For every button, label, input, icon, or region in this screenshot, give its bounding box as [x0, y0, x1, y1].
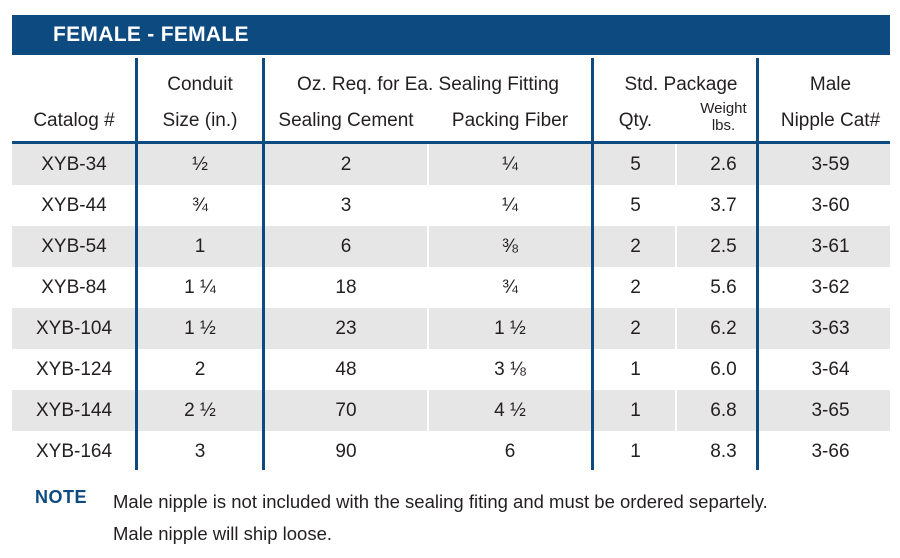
table-row: XYB-34 ½ 2 ¼ 5 2.6 3-59	[12, 144, 890, 185]
note-line-1: Male nipple is not included with the sea…	[113, 491, 768, 512]
header-std-package: Std. Package	[624, 74, 738, 95]
table-header: Catalog # Conduit Size (in.) Oz. Req. fo…	[12, 58, 890, 140]
cell-packing-fiber: ¼	[502, 195, 518, 216]
header-sealing-cement: Sealing Cement	[278, 110, 414, 131]
cell-catalog: XYB-84	[41, 277, 107, 298]
table-row: XYB-144 2 ½ 70 4 ½ 1 6.8 3-65	[12, 390, 890, 431]
column-divider	[262, 58, 265, 470]
cell-catalog: XYB-124	[35, 359, 113, 380]
cell-qty: 2	[630, 277, 641, 298]
cell-weight: 8.3	[710, 441, 737, 462]
subcolumn-divider	[427, 144, 429, 472]
table-row: XYB-44 ¾ 3 ¼ 5 3.7 3-60	[12, 185, 890, 226]
cell-qty: 5	[630, 154, 641, 175]
table-row: XYB-164 3 90 6 1 8.3 3-66	[12, 431, 890, 472]
cell-packing-fiber: 4 ½	[494, 400, 526, 421]
note-line-2: Male nipple will ship loose.	[113, 523, 333, 544]
cell-male-nipple: 3-61	[811, 236, 850, 257]
header-divider	[12, 141, 890, 144]
cell-male-nipple: 3-60	[811, 195, 850, 216]
cell-conduit-size: ½	[192, 154, 208, 175]
cell-conduit-size: 2	[194, 359, 206, 380]
cell-weight: 6.0	[710, 359, 737, 380]
cell-conduit-size: 1 ¼	[184, 277, 216, 298]
cell-packing-fiber: 1 ½	[494, 318, 526, 339]
header-oz-group: Oz. Req. for Ea. Sealing Fitting	[297, 74, 559, 95]
column-divider	[591, 58, 594, 470]
section-title: FEMALE - FEMALE	[53, 23, 249, 46]
cell-packing-fiber: ¾	[502, 277, 518, 298]
cell-catalog: XYB-104	[35, 318, 113, 339]
cell-male-nipple: 3-64	[811, 359, 850, 380]
cell-sealing-cement: 90	[335, 441, 357, 462]
cell-conduit-size: 1	[194, 236, 206, 257]
cell-male-nipple: 3-62	[811, 277, 850, 298]
header-male-line1: Male	[809, 74, 852, 95]
cell-qty: 5	[630, 195, 641, 216]
cell-qty: 2	[630, 318, 641, 339]
table-row: XYB-104 1 ½ 23 1 ½ 2 6.2 3-63	[12, 308, 890, 349]
header-male-line2: Nipple Cat#	[780, 110, 881, 131]
column-divider	[135, 58, 138, 470]
cell-catalog: XYB-54	[41, 236, 107, 257]
cell-catalog: XYB-144	[35, 400, 113, 421]
cell-qty: 1	[630, 441, 641, 462]
cell-sealing-cement: 2	[340, 154, 352, 175]
cell-packing-fiber: 3 ⅛	[494, 359, 526, 380]
cell-conduit-size: 3	[194, 441, 206, 462]
cell-weight: 2.6	[710, 154, 737, 175]
header-weight-line1: Weight	[700, 100, 747, 117]
cell-male-nipple: 3-59	[811, 154, 850, 175]
cell-packing-fiber: ¼	[502, 154, 518, 175]
cell-weight: 3.7	[710, 195, 737, 216]
cell-packing-fiber: ⅜	[502, 236, 518, 257]
header-catalog: Catalog #	[33, 110, 115, 131]
header-conduit-line2: Size (in.)	[162, 110, 238, 131]
table-body: XYB-34 ½ 2 ¼ 5 2.6 3-59 XYB-44 ¾ 3 ¼ 5 3…	[12, 144, 890, 472]
cell-male-nipple: 3-63	[811, 318, 850, 339]
cell-sealing-cement: 48	[335, 359, 357, 380]
cell-sealing-cement: 70	[335, 400, 357, 421]
cell-conduit-size: 2 ½	[184, 400, 216, 421]
cell-sealing-cement: 18	[335, 277, 357, 298]
table-row: XYB-84 1 ¼ 18 ¾ 2 5.6 3-62	[12, 267, 890, 308]
table-row: XYB-124 2 48 3 ⅛ 1 6.0 3-64	[12, 349, 890, 390]
cell-catalog: XYB-34	[41, 154, 107, 175]
cell-weight: 2.5	[710, 236, 737, 257]
cell-sealing-cement: 3	[340, 195, 352, 216]
cell-male-nipple: 3-65	[811, 400, 850, 421]
column-divider	[756, 58, 759, 470]
cell-sealing-cement: 23	[335, 318, 357, 339]
cell-conduit-size: ¾	[192, 195, 208, 216]
cell-male-nipple: 3-66	[811, 441, 850, 462]
header-qty: Qty.	[618, 110, 653, 131]
header-packing-fiber: Packing Fiber	[451, 110, 569, 131]
subcolumn-divider	[675, 144, 677, 472]
cell-catalog: XYB-164	[35, 441, 113, 462]
cell-weight: 6.8	[710, 400, 737, 421]
note-text: Male nipple is not included with the sea…	[113, 486, 768, 550]
header-conduit-line1: Conduit	[167, 74, 233, 95]
cell-weight: 5.6	[710, 277, 737, 298]
cell-qty: 2	[630, 236, 641, 257]
header-weight-line2: lbs.	[711, 117, 736, 134]
cell-catalog: XYB-44	[41, 195, 107, 216]
cell-packing-fiber: 6	[504, 441, 516, 462]
note-label: NOTE	[35, 487, 88, 507]
cell-weight: 6.2	[710, 318, 737, 339]
cell-qty: 1	[630, 359, 641, 380]
table-row: XYB-54 1 6 ⅜ 2 2.5 3-61	[12, 226, 890, 267]
cell-sealing-cement: 6	[340, 236, 352, 257]
cell-conduit-size: 1 ½	[184, 318, 216, 339]
cell-qty: 1	[630, 400, 641, 421]
section-banner: FEMALE - FEMALE	[12, 15, 890, 55]
